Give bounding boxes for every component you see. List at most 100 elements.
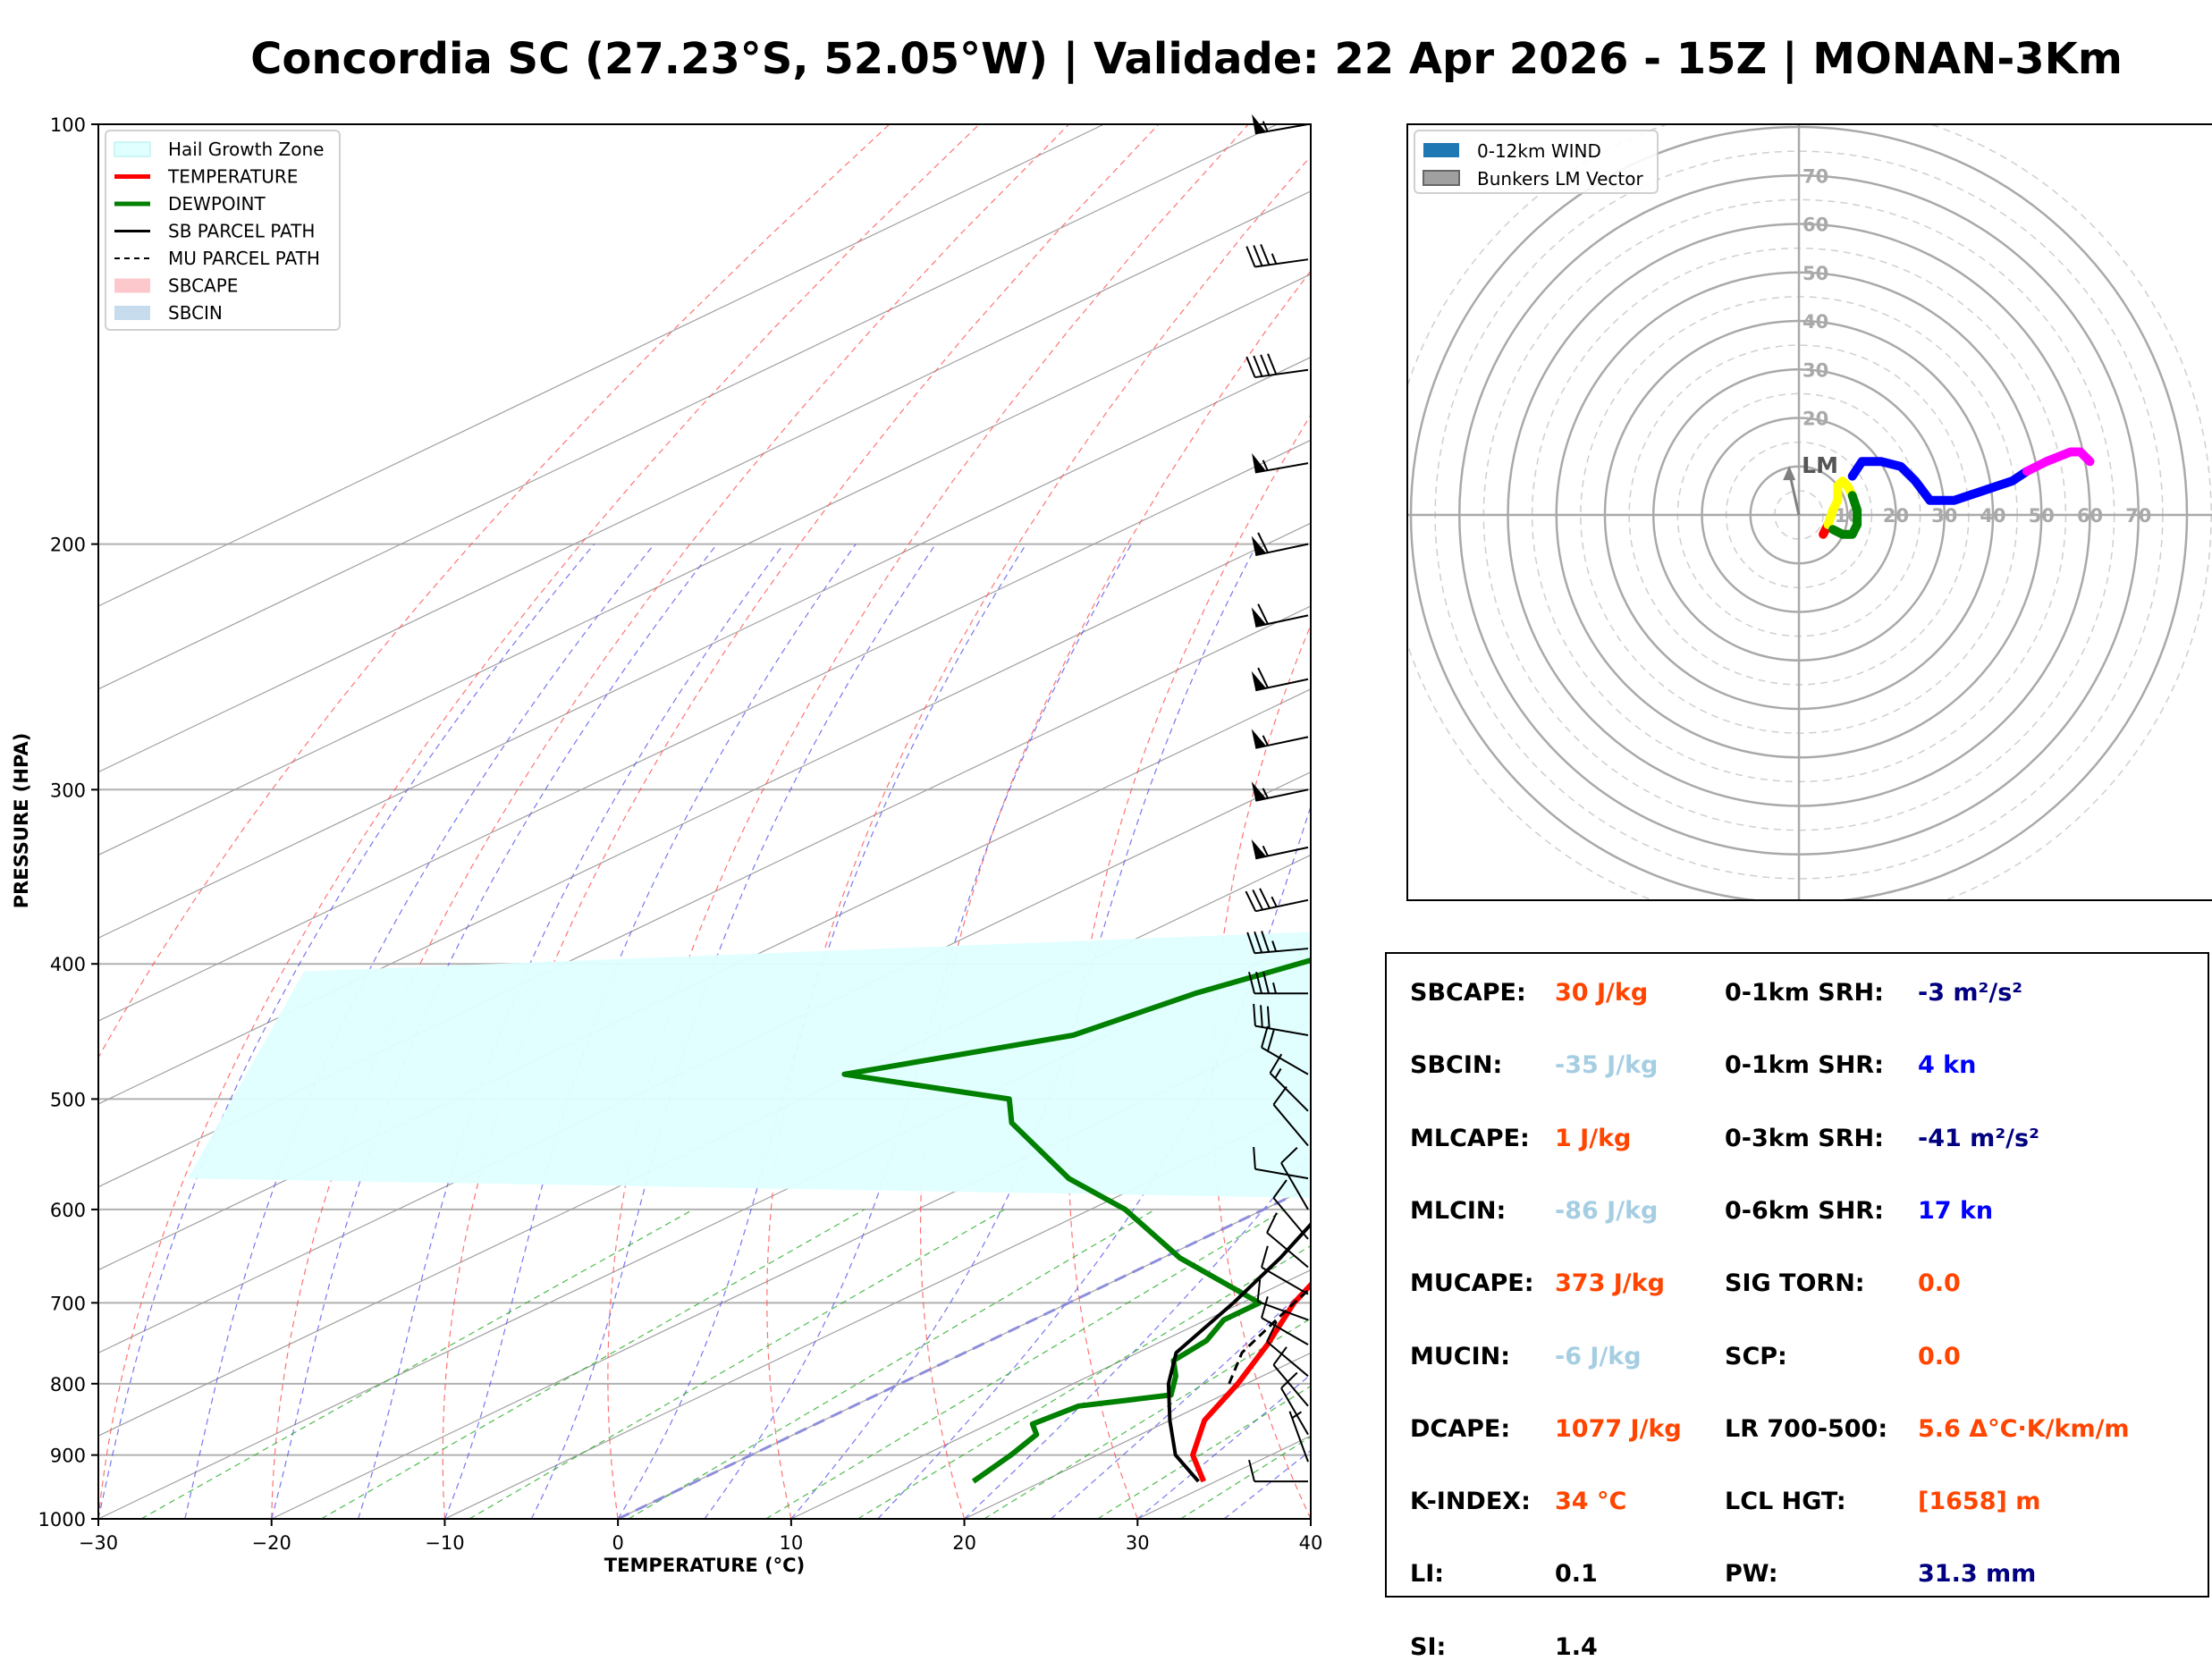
mixing-ratio-line (321, 1209, 865, 1519)
index-label: SBCIN: (1410, 1051, 1503, 1080)
pressure-tick-label: 200 (50, 535, 86, 556)
index-label: SIG TORN: (1725, 1269, 1865, 1298)
wind-barb (1272, 1346, 1309, 1407)
bunkers-lm-arrowhead (1783, 466, 1796, 481)
wind-barb (1251, 839, 1309, 860)
dry-adiabat-line (919, 270, 1311, 1519)
index-label: DCAPE: (1410, 1414, 1511, 1443)
mixing-ratio-line (1180, 1436, 1311, 1519)
wind-barb (1253, 1003, 1309, 1036)
legend-label: Hail Growth Zone (168, 139, 324, 160)
dry-adiabat-line (442, 124, 1160, 1519)
index-value: 0.0 (1918, 1342, 1961, 1370)
moist-adiabat-line (358, 544, 784, 1519)
index-label: 0-1km SRH: (1725, 979, 1884, 1007)
moist-adiabat-line (790, 544, 1258, 1519)
hodograph-ring-label: 20 (1803, 409, 1828, 430)
hodograph-axis-label: 40 (1980, 505, 2005, 527)
isotherm-line (98, 124, 1105, 607)
pressure-tick-label: 400 (50, 954, 86, 975)
temperature-tick-label: −30 (79, 1532, 118, 1554)
legend-label: SBCIN (168, 302, 223, 324)
moist-adiabat-line (443, 544, 857, 1519)
wind-barb (1280, 1147, 1309, 1210)
legend-label: SBCAPE (168, 275, 238, 297)
pressure-tick-label: 600 (50, 1200, 86, 1221)
hodograph-axis-label: 60 (2077, 505, 2103, 527)
temperature-tick-label: 30 (1126, 1532, 1150, 1554)
legend-label: 0-12km WIND (1477, 140, 1601, 162)
index-value: 17 kn (1918, 1196, 1994, 1225)
skewt-legend: Hail Growth Zone TEMPERATURE DEWPOINT SB PA… (105, 130, 341, 331)
mixing-ratio-line (469, 1209, 1005, 1519)
legend-label: TEMPERATURE (167, 166, 298, 188)
isotherm-line (98, 605, 1311, 1188)
wind-barb (1251, 781, 1309, 802)
isotherm-line (98, 356, 1311, 939)
index-value: -35 J/kg (1555, 1051, 1659, 1080)
legend-label: DEWPOINT (168, 193, 266, 215)
isotherm-line (98, 439, 1311, 1022)
pressure-tick-label: 1000 (38, 1509, 86, 1530)
hodograph-axis-label: 70 (2125, 505, 2151, 527)
index-label: LI: (1410, 1560, 1445, 1589)
dry-adiabat-line (98, 124, 980, 1519)
index-value: 31.3 mm (1918, 1560, 2037, 1589)
index-value: -3 m²/s² (1918, 979, 2023, 1007)
index-label: SBCAPE: (1410, 979, 1526, 1007)
wind-barb (1251, 532, 1309, 557)
wind-barb (1272, 1179, 1309, 1240)
index-value: -6 J/kg (1555, 1342, 1642, 1370)
wind-barb (1248, 1459, 1308, 1483)
isotherm-line (98, 688, 1311, 1271)
wind-barb (1280, 1371, 1309, 1436)
index-label: MUCIN: (1410, 1342, 1511, 1370)
x-axis-label: TEMPERATURE (°C) (604, 1555, 805, 1576)
index-label: 0-1km SHR: (1725, 1051, 1884, 1080)
temperature-tick-label: 0 (612, 1532, 623, 1554)
hodograph-axis-label: 50 (2029, 505, 2055, 527)
index-value: 0.1 (1555, 1560, 1598, 1589)
moist-adiabat-line (184, 544, 655, 1519)
hail-growth-zone (188, 932, 1311, 1198)
temperature-tick-label: 40 (1299, 1532, 1323, 1554)
wind-barb (1261, 1025, 1309, 1075)
index-label: MLCIN: (1410, 1196, 1507, 1225)
wind-barb (1248, 972, 1308, 995)
wind-barb (1288, 1411, 1309, 1463)
wind-barb (1261, 1296, 1309, 1345)
hodograph-trace (1847, 457, 2031, 505)
hodograph-ring-label: 70 (1803, 165, 1828, 187)
hodograph-trace (1828, 491, 1862, 539)
wind-barb (1245, 353, 1309, 379)
index-value: -41 m²/s² (1918, 1124, 2039, 1152)
index-value: 4 kn (1918, 1051, 1977, 1080)
index-label: 0-3km SRH: (1725, 1124, 1884, 1152)
mixing-ratio-line (628, 1209, 1156, 1519)
sb-parcel-path-line (1166, 1221, 1311, 1483)
isotherm-line (98, 274, 1311, 856)
hodograph-legend: 0-12km WIND Bunkers LM Vector (1414, 130, 1659, 194)
chart-title: Concordia SC (27.23°S, 52.05°W) | Valida… (250, 34, 2123, 84)
moist-adiabat-line (617, 544, 1027, 1519)
temperature-line (1190, 1280, 1311, 1483)
index-label: LCL HGT: (1725, 1488, 1846, 1516)
indices-panel: SBCAPE: 30 J/kg SBCIN: -35 J/kg MLCAPE: 1 J/k… (1385, 952, 2209, 1661)
index-value: 373 J/kg (1555, 1269, 1665, 1298)
hodograph-frame (1406, 123, 2212, 901)
isotherm-line (444, 1103, 1311, 1519)
isotherm-line (271, 1020, 1311, 1519)
index-label: SI: (1410, 1632, 1447, 1661)
index-value: 0.0 (1918, 1269, 1961, 1298)
wind-barb (1251, 667, 1309, 692)
dewpoint-line (841, 957, 1311, 1484)
pressure-tick-label: 500 (50, 1089, 86, 1110)
legend-label: SB PARCEL PATH (168, 221, 315, 242)
index-label: PW: (1725, 1560, 1778, 1589)
pressure-tick-label: 300 (50, 780, 86, 801)
y-axis-label: PRESSURE (HPA) (11, 733, 32, 909)
temperature-tick-label: 20 (952, 1532, 976, 1554)
hodograph-trace (1823, 476, 1857, 529)
